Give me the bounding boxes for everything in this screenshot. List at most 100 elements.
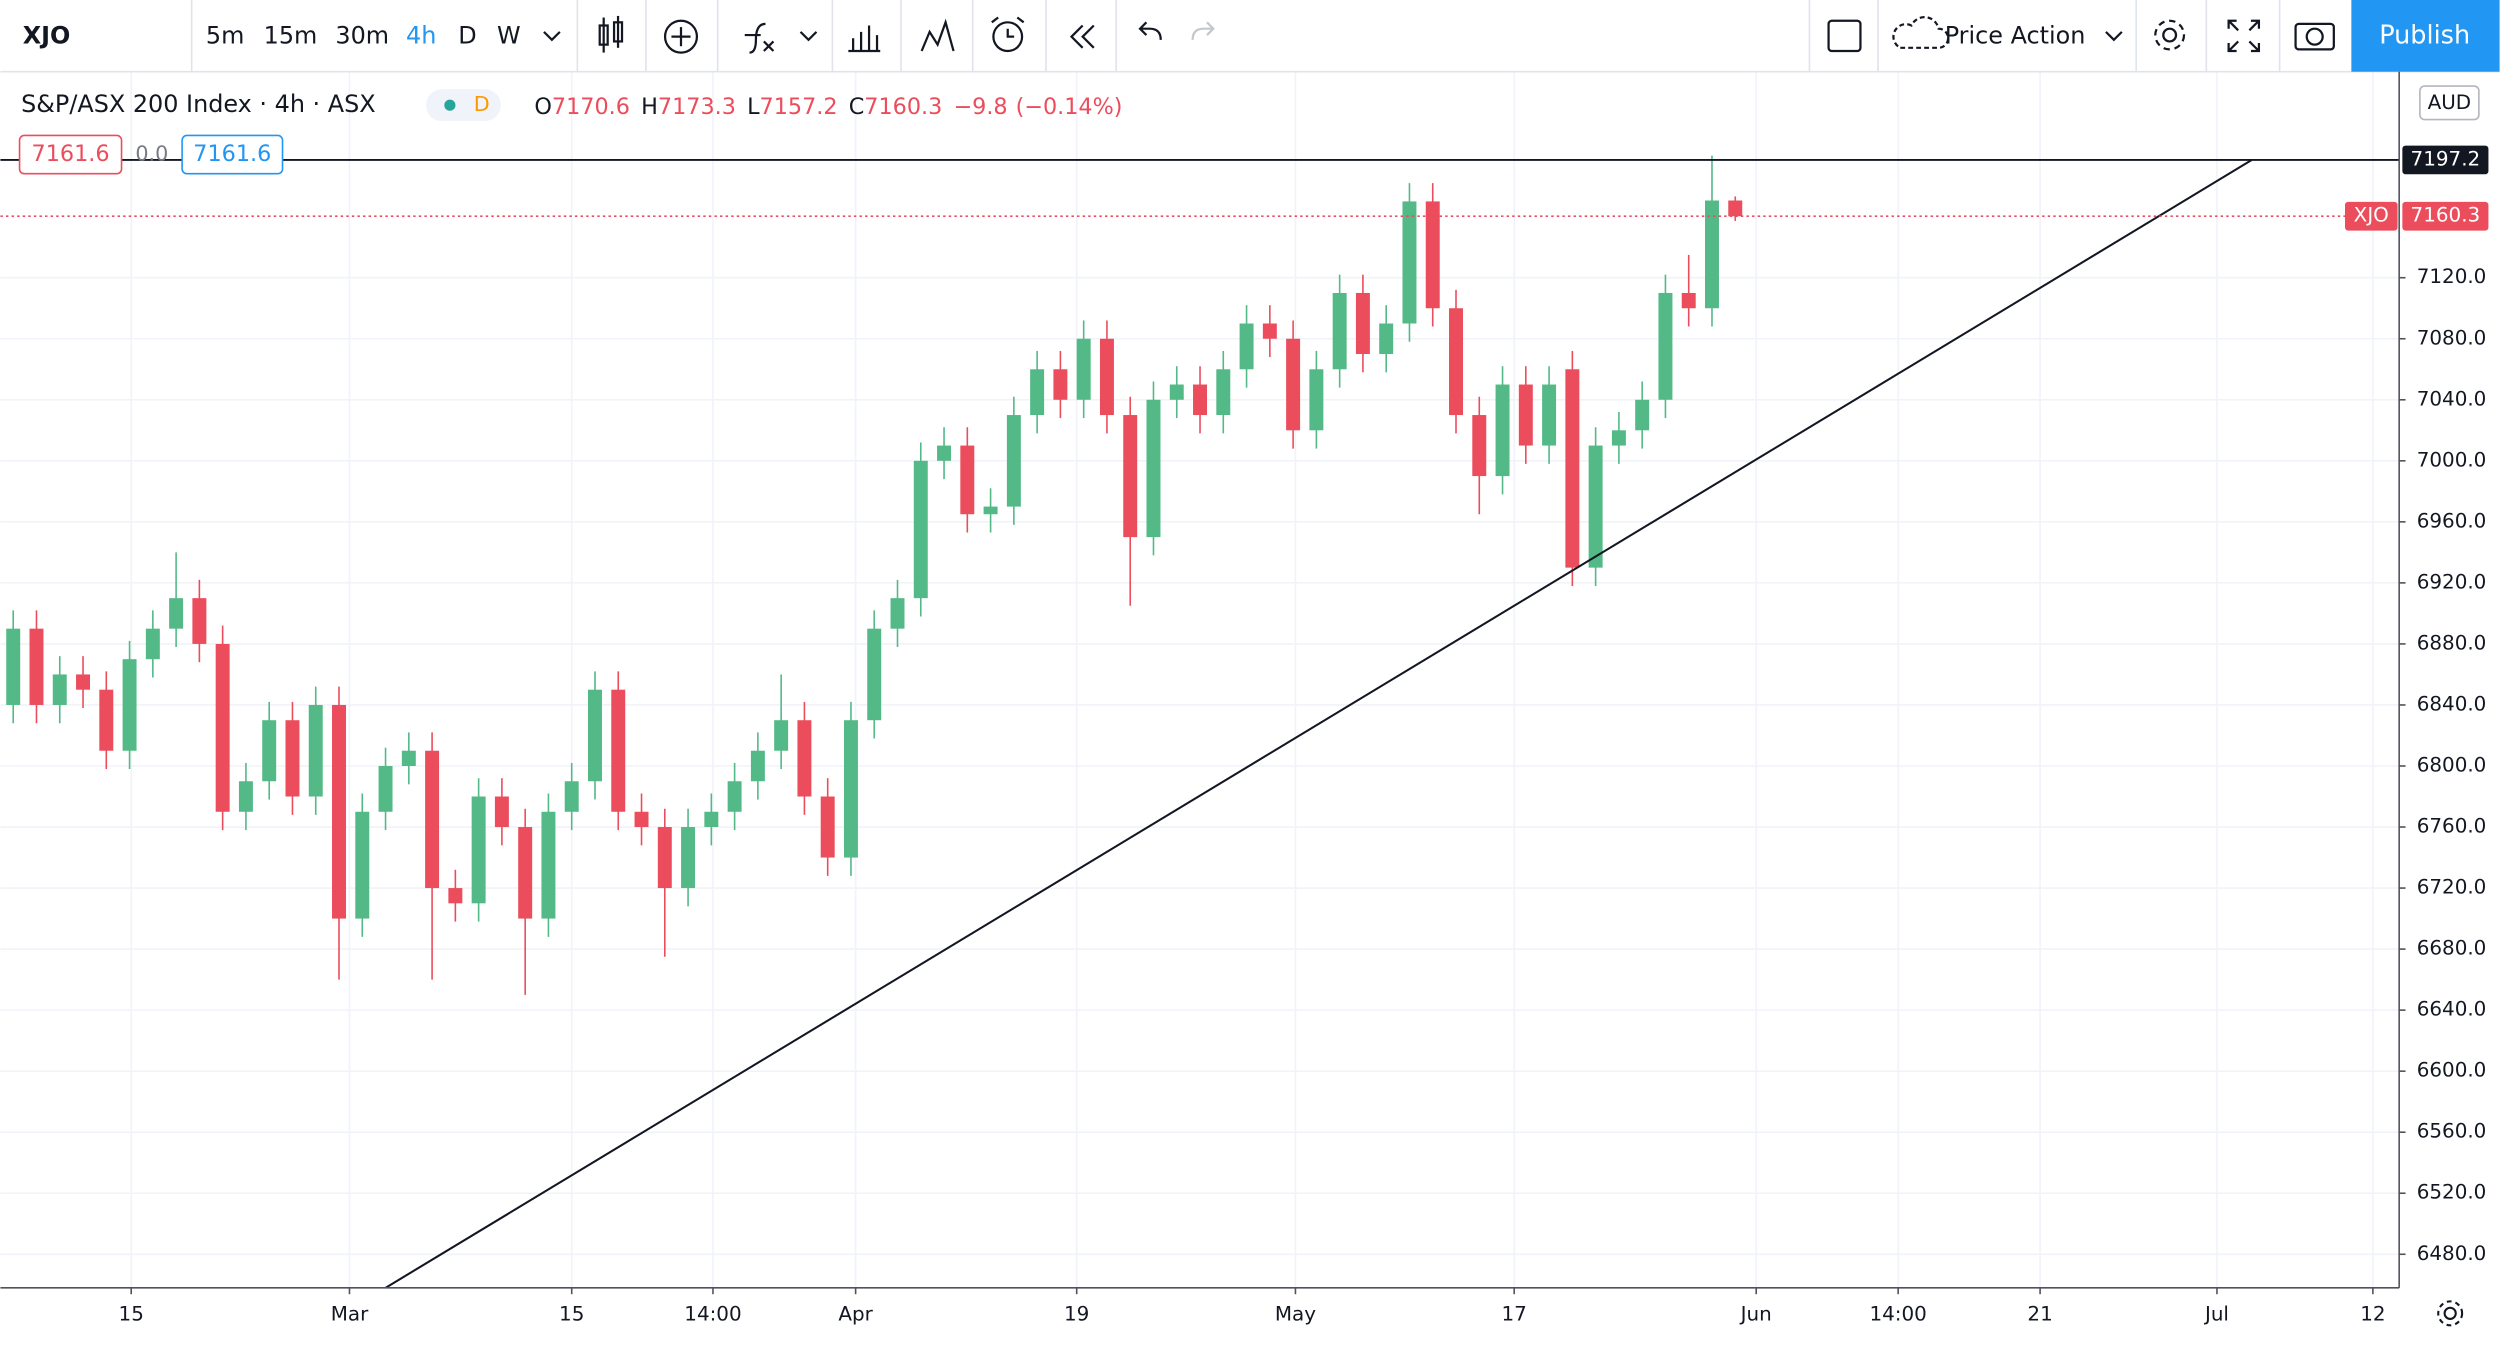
candle-body	[1006, 415, 1021, 507]
candle-body	[378, 765, 393, 812]
status-pill[interactable]	[425, 89, 501, 122]
ohlc-value: 7157.2	[760, 93, 838, 119]
ohlc-letter: C	[849, 93, 865, 119]
last-price-label: 7160.3	[2411, 204, 2481, 227]
overlay: 6480.0 6520.0 6560.0 6600.0 6640.0 6680.0 6720…	[119, 145, 2489, 1325]
interval-menu[interactable]	[543, 31, 561, 42]
candle-body	[937, 445, 952, 461]
candle-body	[1193, 384, 1208, 416]
y-tick-label: 6520.0	[2417, 1181, 2487, 1204]
candle-body	[238, 781, 253, 812]
undo-icon[interactable]	[1138, 21, 1162, 40]
candle-body	[681, 827, 696, 889]
candle-body	[843, 720, 858, 858]
candle-body	[215, 643, 230, 812]
snapshot-icon[interactable]	[2294, 22, 2335, 51]
fullscreen-box-icon[interactable]	[1827, 19, 1862, 53]
candle-body	[1681, 292, 1696, 309]
indicators-menu[interactable]	[799, 31, 818, 42]
candle-body	[704, 811, 719, 828]
templates-icon[interactable]	[848, 25, 881, 53]
interval-button[interactable]: 5m	[206, 22, 244, 50]
indicators-icon[interactable]	[744, 22, 775, 54]
candle-body	[564, 781, 579, 812]
candle-body	[122, 659, 137, 751]
interval-button[interactable]: 30m	[335, 22, 389, 50]
x-tick-label: Jun	[1739, 1302, 1772, 1325]
candle-body	[1542, 384, 1557, 446]
x-tick-label: 19	[1064, 1302, 1089, 1325]
title: S&P/ASX 200 Index	[21, 90, 252, 118]
candle-body	[1030, 369, 1045, 416]
toolbar	[0, 0, 2500, 72]
y-tick-label: 7120.0	[2417, 265, 2487, 288]
candle-body	[1472, 415, 1487, 477]
financials-icon[interactable]	[920, 18, 955, 52]
candle-body	[1076, 338, 1091, 400]
interval-button[interactable]: D	[458, 22, 476, 50]
toolbar-icons	[543, 15, 2335, 54]
x-tick-label: 15	[559, 1302, 584, 1325]
candle-body	[1449, 308, 1463, 416]
candle-body	[1099, 338, 1114, 416]
drawing-box	[18, 134, 123, 175]
axis-settings-icon[interactable]	[2437, 1300, 2464, 1327]
ohlc-letter: H	[641, 93, 658, 119]
candle-body	[262, 720, 277, 782]
candle-body	[99, 689, 114, 751]
currency: AUD	[2428, 91, 2472, 114]
y-tick-label: 6560.0	[2417, 1120, 2487, 1143]
candle-body	[588, 689, 602, 782]
alert-icon[interactable]	[991, 16, 1025, 53]
candle-body	[1332, 292, 1347, 370]
redo-icon[interactable]	[1191, 21, 1215, 40]
drawing-value: 0.0	[135, 142, 168, 166]
y-tick-label: 6680.0	[2417, 937, 2487, 960]
ohlc-letter: O	[534, 93, 552, 119]
compare-icon[interactable]	[663, 19, 699, 54]
symbol[interactable]: XJO	[23, 22, 71, 50]
chart-type-icon[interactable]	[598, 15, 624, 53]
interval: 4h	[275, 90, 305, 118]
candle-body	[471, 796, 486, 904]
candle-body	[913, 460, 928, 599]
drawing-value: 7161.6	[32, 141, 110, 167]
last-price-box	[2402, 201, 2489, 231]
expand-icon[interactable]	[2227, 19, 2261, 53]
candle-body	[1123, 415, 1138, 538]
candle-body	[1402, 201, 1417, 324]
x-tick-label: Jul	[2203, 1302, 2229, 1325]
status-dot	[444, 99, 456, 111]
publish-button[interactable]	[2351, 0, 2500, 72]
candle-body	[145, 628, 160, 660]
status-badge: D	[474, 92, 490, 116]
candle-body	[1635, 399, 1650, 431]
trendline	[385, 159, 2253, 1289]
cloud-icon[interactable]	[1892, 16, 1950, 49]
candle-body	[867, 628, 882, 721]
candle-body	[657, 827, 672, 889]
candle-body	[774, 720, 789, 751]
interval-button[interactable]: 15m	[264, 22, 318, 50]
layout-menu[interactable]	[2105, 31, 2123, 42]
drawing-value: 7161.6	[193, 141, 271, 167]
layout-name[interactable]: Price Action	[1945, 22, 2086, 50]
interval-button[interactable]: W	[497, 22, 521, 50]
interval-group: 5m 15m 30m 4h D W	[206, 22, 521, 50]
candle-body	[890, 598, 905, 629]
y-tick-label: 7040.0	[2417, 387, 2487, 410]
candle-body	[1053, 369, 1068, 400]
candle-body	[494, 796, 509, 828]
candle-body	[1495, 384, 1510, 477]
settings-icon[interactable]	[2154, 19, 2186, 51]
candle-body	[1518, 384, 1533, 446]
candle-body	[192, 598, 207, 644]
interval-button[interactable]: 4h	[406, 22, 436, 50]
currency-box[interactable]	[2419, 85, 2480, 121]
replay-icon[interactable]	[1069, 24, 1095, 49]
candle-body	[448, 888, 463, 904]
x-tick-label: Apr	[838, 1302, 873, 1325]
publish-label[interactable]: Publish	[2379, 21, 2470, 51]
candle-body	[1611, 430, 1626, 446]
candle-body	[611, 689, 626, 812]
